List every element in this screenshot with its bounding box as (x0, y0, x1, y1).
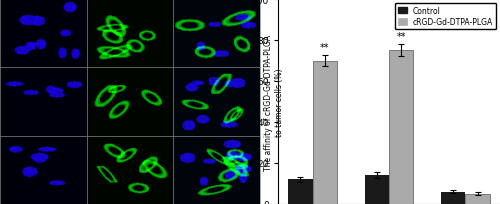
Legend: Control, cRGD-Gd-DTPA-PLGA: Control, cRGD-Gd-DTPA-PLGA (394, 4, 496, 30)
Y-axis label: MCF-7: MCF-7 (0, 21, 2, 47)
Bar (466, 194, 490, 204)
Text: **: ** (396, 32, 406, 42)
Bar (441, 192, 466, 204)
Text: **: ** (320, 43, 330, 53)
Bar (288, 180, 312, 204)
Bar (389, 51, 413, 204)
Bar (364, 175, 389, 204)
Y-axis label: MCF10A: MCF10A (0, 153, 2, 187)
Bar (312, 61, 337, 204)
Text: The affinity of cRGD-Gd-DTPA-PLGA
to tumor cells (%): The affinity of cRGD-Gd-DTPA-PLGA to tum… (264, 34, 283, 170)
Y-axis label: MDA-MB-435S: MDA-MB-435S (0, 72, 2, 132)
